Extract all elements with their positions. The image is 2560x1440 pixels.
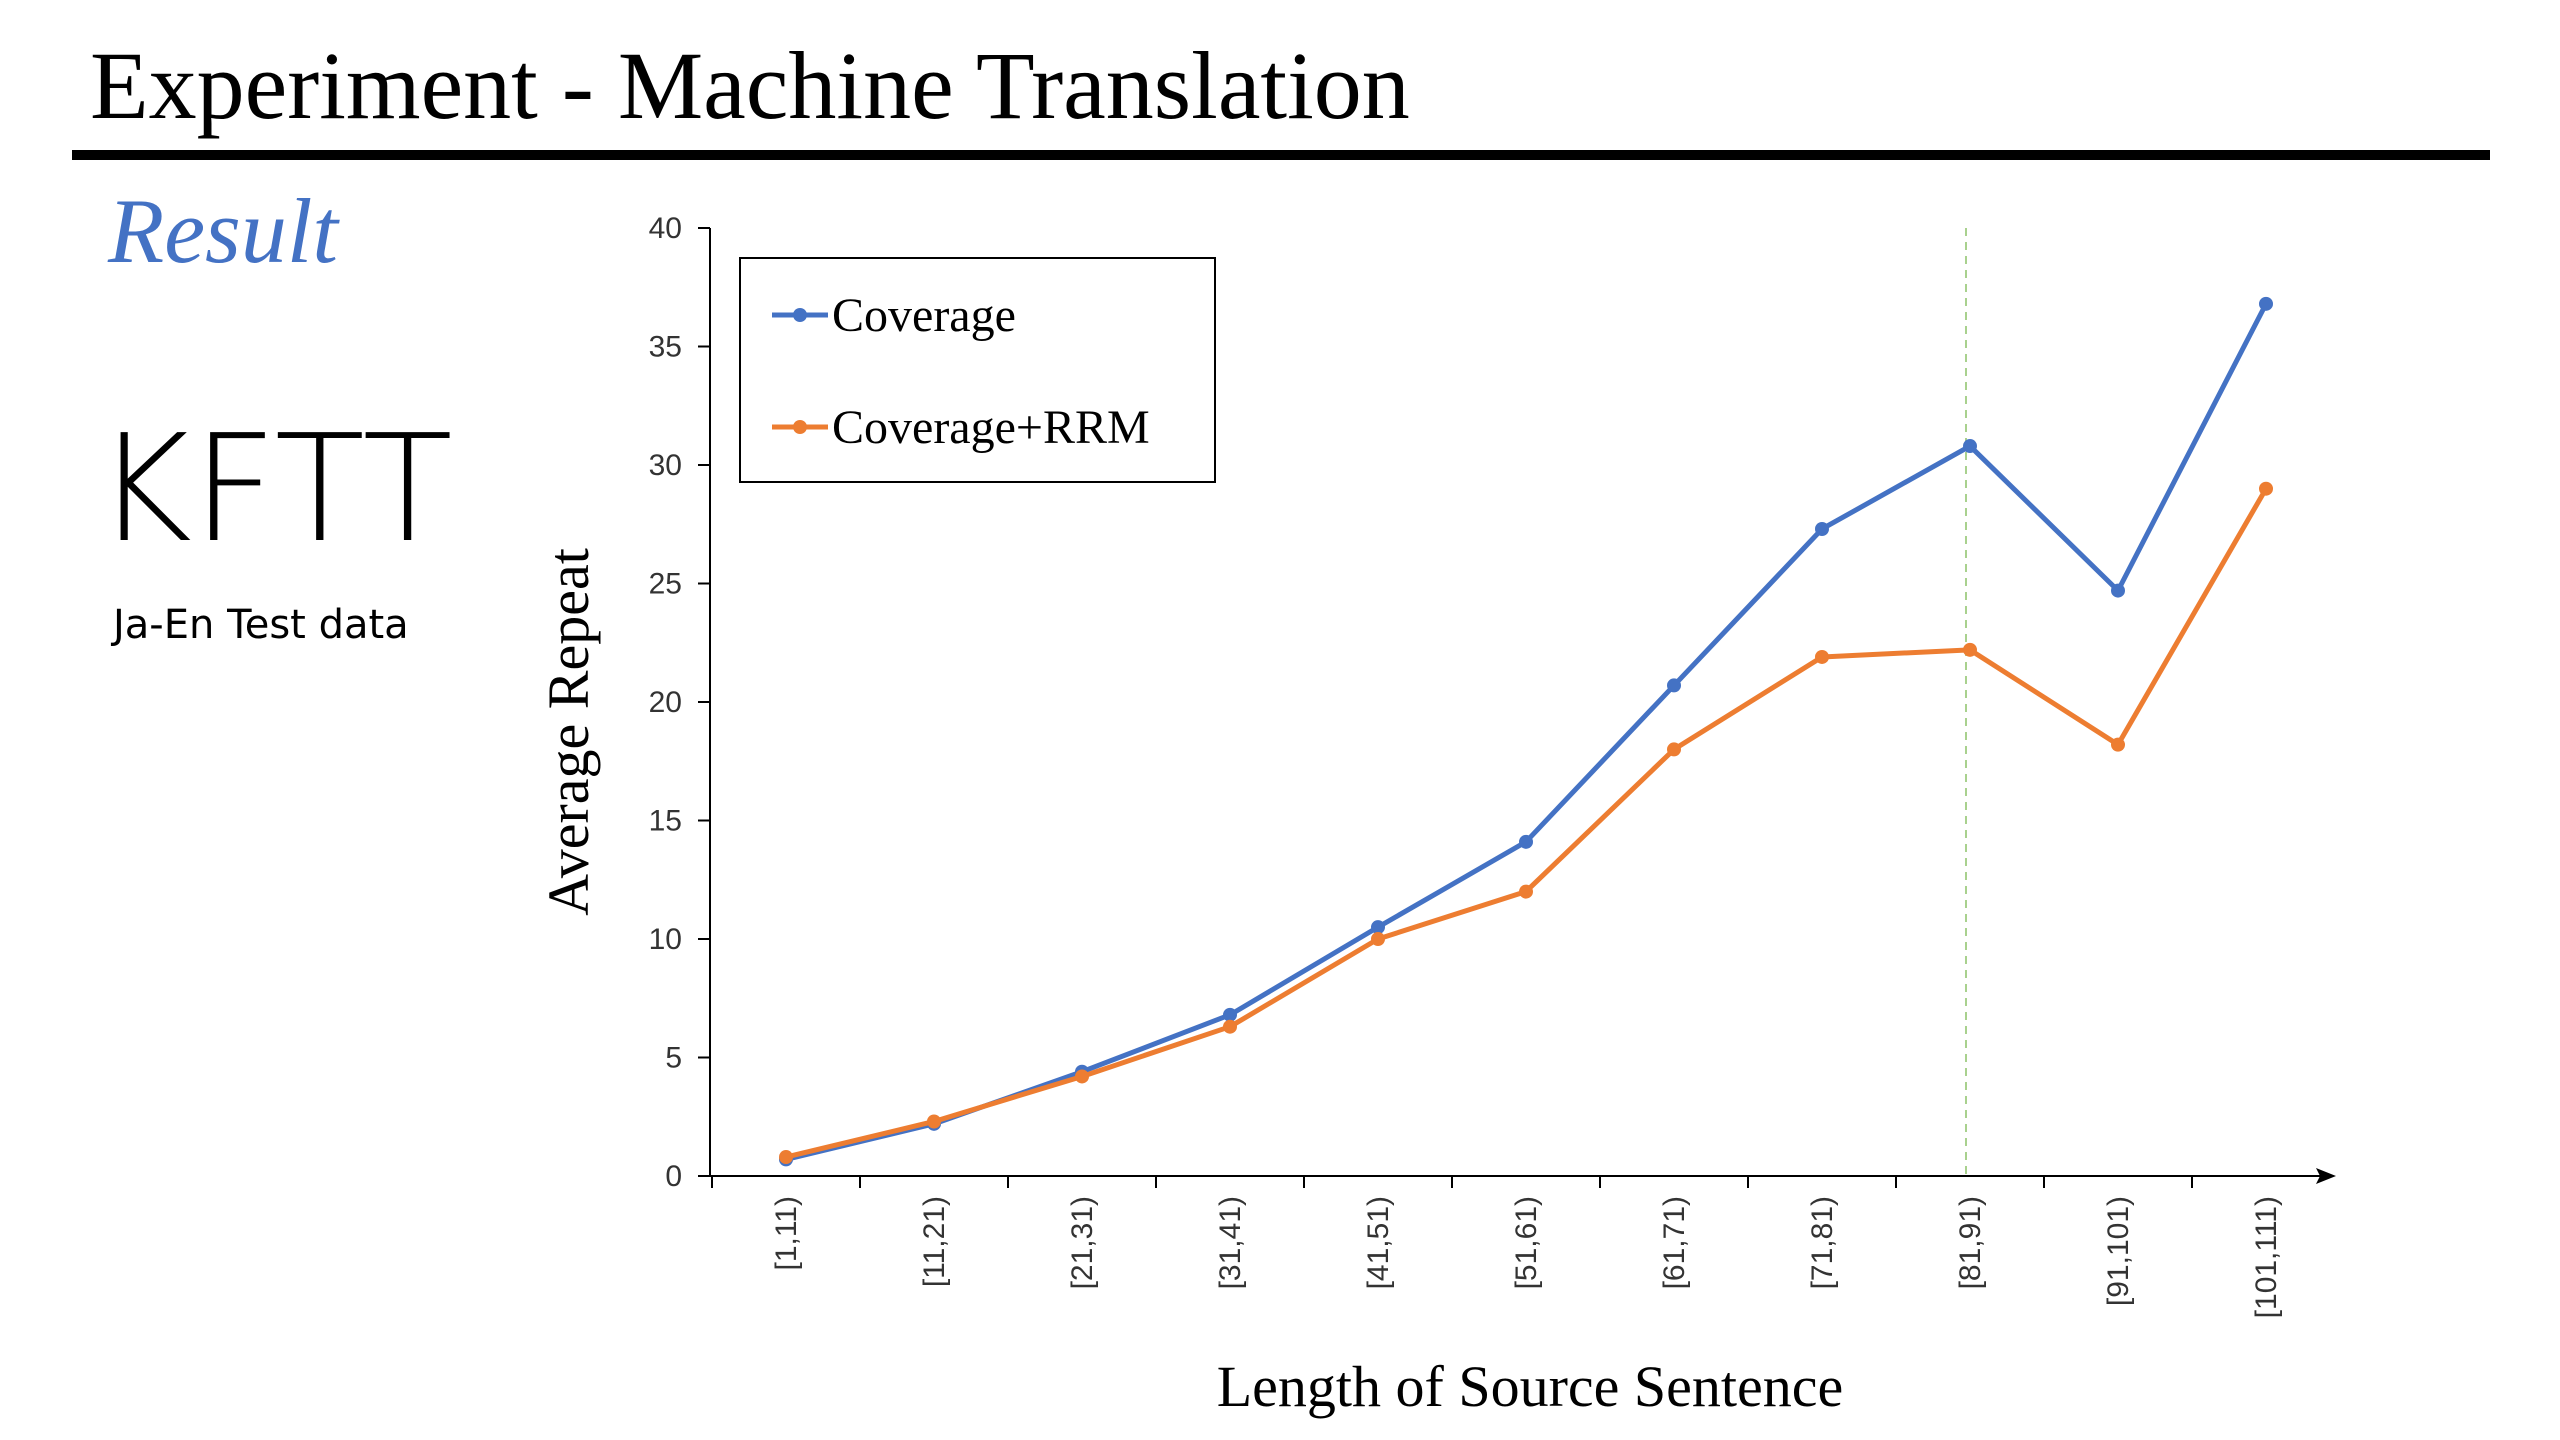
y-axis: 0 5 10 15 20 25 30 35 40 [649,212,711,1193]
data-point-coverage-rrm [1371,932,1385,946]
data-point-coverage-rrm [1519,884,1533,899]
y-tick-label: 35 [649,331,682,364]
slide-title: Experiment - Machine Translation [90,32,1410,139]
y-tick-label: 20 [649,686,682,719]
data-point-coverage [1667,678,1681,693]
dataset-caption: Ja-En Test data [113,602,409,648]
data-point-coverage [1815,521,1829,536]
data-point-coverage-rrm [1667,742,1681,757]
data-point-coverage [2111,583,2125,598]
y-tick-label: 25 [649,568,682,601]
legend-marker-coverage [793,308,807,322]
x-axis-title: Length of Source Sentence [1217,1354,1844,1419]
data-point-coverage-rrm [779,1150,793,1165]
x-tick-label: [11,21) [918,1196,951,1287]
title-underline [72,150,2490,160]
x-tick-label: [1,11) [770,1196,803,1271]
data-point-coverage [1223,1007,1237,1022]
y-tick-label: 15 [649,805,682,838]
y-tick-label: 10 [649,923,682,956]
data-point-coverage-rrm [1963,642,1977,657]
x-axis: [1,11) [11,21) [21,31) [31,41) [41,51) [51,61… [710,1168,2336,1318]
data-point-coverage [1371,920,1385,935]
dataset-name: KFTT [95,403,453,575]
x-tick-label: [101,111) [2250,1196,2283,1318]
data-point-coverage-rrm [1075,1069,1089,1084]
legend-marker-coverage-rrm [793,420,807,434]
y-axis-title: Average Repeat [536,548,601,916]
section-heading: Result [108,180,338,282]
data-point-coverage-rrm [2111,737,2125,752]
legend: Coverage Coverage+RRM [739,257,1216,483]
data-point-coverage-rrm [2259,481,2273,496]
x-tick-label: [91,101) [2102,1196,2135,1306]
data-point-coverage [2259,296,2273,311]
x-tick-label: [71,81) [1806,1196,1839,1289]
x-tick-label: [61,71) [1658,1196,1691,1289]
series-line-coverage-rrm [785,487,2269,1160]
x-tick-label: [31,41) [1214,1196,1247,1289]
legend-box [739,257,1216,483]
x-tick-label: [81,91) [1954,1196,1987,1289]
data-point-coverage-rrm [927,1114,941,1129]
x-tick-label: [51,61) [1510,1196,1543,1289]
x-tick-label: [41,51) [1362,1196,1395,1289]
y-tick-label: 5 [665,1042,682,1075]
data-point-coverage [1963,439,1977,454]
y-tick-label: 0 [665,1160,682,1193]
series-group [779,296,2273,1167]
legend-label-coverage-rrm: Coverage+RRM [832,401,1150,454]
data-point-coverage-rrm [1223,1019,1237,1034]
x-axis-arrow [2316,1168,2336,1184]
y-tick-label: 40 [649,212,682,245]
data-point-coverage-rrm [1815,649,1829,664]
data-point-coverage [1519,834,1533,849]
y-tick-label: 30 [649,449,682,482]
legend-label-coverage: Coverage [832,289,1016,342]
x-tick-label: [21,31) [1066,1196,1099,1289]
